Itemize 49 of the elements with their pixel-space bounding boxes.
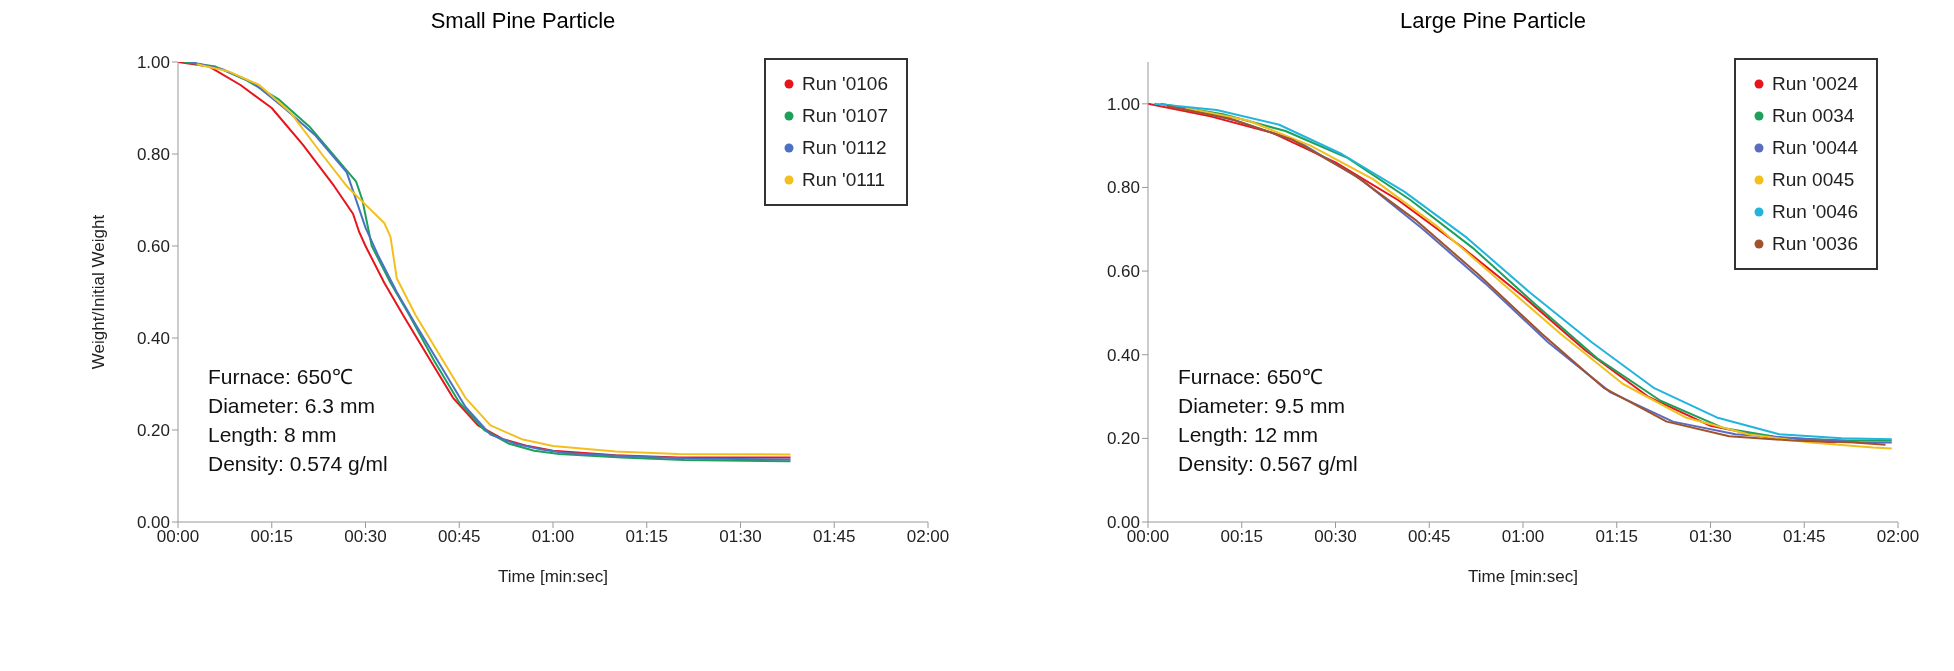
x-axis-title: Time [min:sec]	[498, 567, 608, 586]
y-tick-label: 0.80	[136, 145, 170, 165]
y-tick-label: 1.00	[136, 53, 170, 73]
x-axis-title: Time [min:sec]	[1468, 567, 1578, 586]
annotation: Length: 8 mm	[208, 422, 338, 448]
chart-title: Large Pine Particle	[1399, 8, 1587, 35]
legend-label: Run '0044	[1771, 136, 1858, 160]
y-tick-label: 0.60	[1106, 262, 1140, 282]
legend-label: Run 0034	[1771, 104, 1855, 128]
annotation: Diameter: 6.3 mm	[208, 393, 376, 419]
x-tick-label: 01:30	[719, 527, 762, 547]
annotation: Furnace: 650℃	[208, 364, 354, 390]
x-tick-label: 00:45	[437, 527, 481, 547]
x-tick-label: 00:15	[250, 527, 294, 547]
legend-label: Run '0107	[801, 104, 888, 128]
x-tick-label: 00:15	[1220, 527, 1264, 547]
legend-label: Run 0045	[1771, 168, 1855, 192]
y-axis-title: Weight/Initial Weight	[89, 214, 109, 370]
x-tick-label: 02:00	[1876, 527, 1920, 547]
x-tick-label: 01:15	[625, 527, 669, 547]
y-tick-label: 0.20	[1106, 429, 1140, 449]
x-tick-label: 01:45	[1782, 527, 1826, 547]
x-tick-label: 00:30	[1314, 527, 1357, 547]
y-tick-label: 0.60	[136, 237, 170, 257]
legend-label: Run '0111	[801, 168, 886, 192]
x-tick-label: 01:45	[812, 527, 856, 547]
x-tick-label: 01:15	[1595, 527, 1639, 547]
chart-title: Small Pine Particle	[429, 8, 617, 35]
x-tick-label: 01:30	[1689, 527, 1732, 547]
x-tick-label: 01:00	[531, 527, 575, 547]
y-tick-label: 0.80	[1106, 178, 1140, 198]
legend-label: Run '0046	[1771, 200, 1858, 224]
y-tick-label: 0.40	[136, 329, 170, 349]
x-tick-label: 02:00	[906, 527, 950, 547]
legend-label: Run '0112	[801, 136, 887, 160]
annotation: Diameter: 9.5 mm	[1178, 393, 1346, 419]
y-tick-label: 1.00	[1106, 94, 1140, 114]
x-tick-label: 01:00	[1501, 527, 1545, 547]
annotation: Density: 0.574 g/ml	[208, 451, 388, 477]
legend-label: Run '0106	[801, 72, 888, 96]
x-tick-label: 00:30	[344, 527, 387, 547]
legend-label: Run '0024	[1771, 72, 1858, 96]
y-tick-label: 0.20	[136, 421, 170, 441]
annotation: Length: 12 mm	[1178, 422, 1320, 448]
x-tick-label: 00:45	[1407, 527, 1451, 547]
annotation: Density: 0.567 g/ml	[1178, 451, 1358, 477]
y-tick-label: 0.40	[1106, 345, 1140, 365]
legend-label: Run '0036	[1771, 232, 1858, 256]
annotation: Furnace: 650℃	[1178, 364, 1324, 390]
